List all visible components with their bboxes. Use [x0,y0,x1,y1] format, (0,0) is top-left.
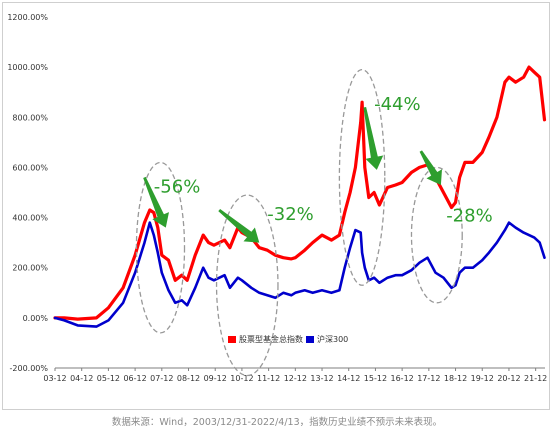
series-line-fund-index [53,65,547,321]
drawdown-label: -28% [446,205,493,226]
x-tick-label: 07-12 [150,374,173,383]
drawdown-arrow [143,176,169,228]
x-tick-label: 08-12 [177,374,200,383]
x-tick-label: 04-12 [70,374,93,383]
drawdown-label: -32% [267,204,314,225]
x-tick-label: 11-12 [257,374,280,383]
legend-swatch [228,336,236,343]
series-line-csi300 [53,221,546,328]
x-tick-label: 06-12 [123,374,146,383]
drawdown-ellipses [135,68,463,377]
x-tick-label: 12-12 [284,374,307,383]
x-tick-label: 16-12 [391,374,414,383]
y-tick-label: 400.00% [12,214,48,223]
x-tick-label: 21-12 [524,374,547,383]
x-axis-labels: 03-12 04-12 05-12 06-12 07-12 08-12 09-12 10-12… [43,374,547,383]
x-tick-label: 17-12 [417,374,440,383]
y-tick-label: -200.00% [10,364,49,373]
drawdown-arrow [363,107,384,170]
drawdown-arrow [218,209,260,243]
series-group [53,65,547,328]
drawdown-arrows [143,107,442,243]
y-tick-label: 1200.00% [7,13,48,22]
legend: 股票型基金总指数 沪深300 [228,334,348,344]
drawdown-annotations: -56% -32% -44% -28% [154,94,493,227]
x-tick-label: 19-12 [471,374,494,383]
drawdown-label: -44% [374,94,421,115]
x-tick-label: 13-12 [310,374,333,383]
y-axis-labels: -200.00% 0.00% 200.00% 400.00% 600.00% 800.00… [7,13,48,373]
drawdown-arrow [419,150,442,185]
x-tick-label: 20-12 [497,374,520,383]
drawdown-ellipse [410,166,463,304]
x-tick-label: 15-12 [364,374,387,383]
x-tick-label: 05-12 [97,374,120,383]
drawdown-ellipse [338,68,386,286]
x-axis [54,367,545,371]
x-tick-label: 18-12 [444,374,467,383]
x-tick-label: 10-12 [230,374,253,383]
source-note: 数据来源：Wind，2003/12/31-2022/4/13，指数历史业绩不预示… [111,417,443,428]
y-tick-label: 600.00% [12,163,48,172]
chart-frame [2,2,550,410]
x-tick-label: 03-12 [43,374,66,383]
legend-label: 股票型基金总指数 [239,334,303,344]
drawdown-ellipse [135,161,186,334]
drawdown-label: -56% [154,177,201,198]
y-tick-label: 0.00% [23,314,49,323]
y-tick-label: 200.00% [12,264,48,273]
drawdown-ellipse [215,194,279,377]
y-tick-label: 1000.00% [7,63,48,72]
legend-label: 沪深300 [317,334,348,344]
y-tick-label: 800.00% [12,113,48,122]
line-chart: -200.00% 0.00% 200.00% 400.00% 600.00% 800.00… [7,13,547,383]
x-tick-label: 09-12 [204,374,227,383]
x-tick-label: 14-12 [337,374,360,383]
legend-swatch [306,336,314,343]
